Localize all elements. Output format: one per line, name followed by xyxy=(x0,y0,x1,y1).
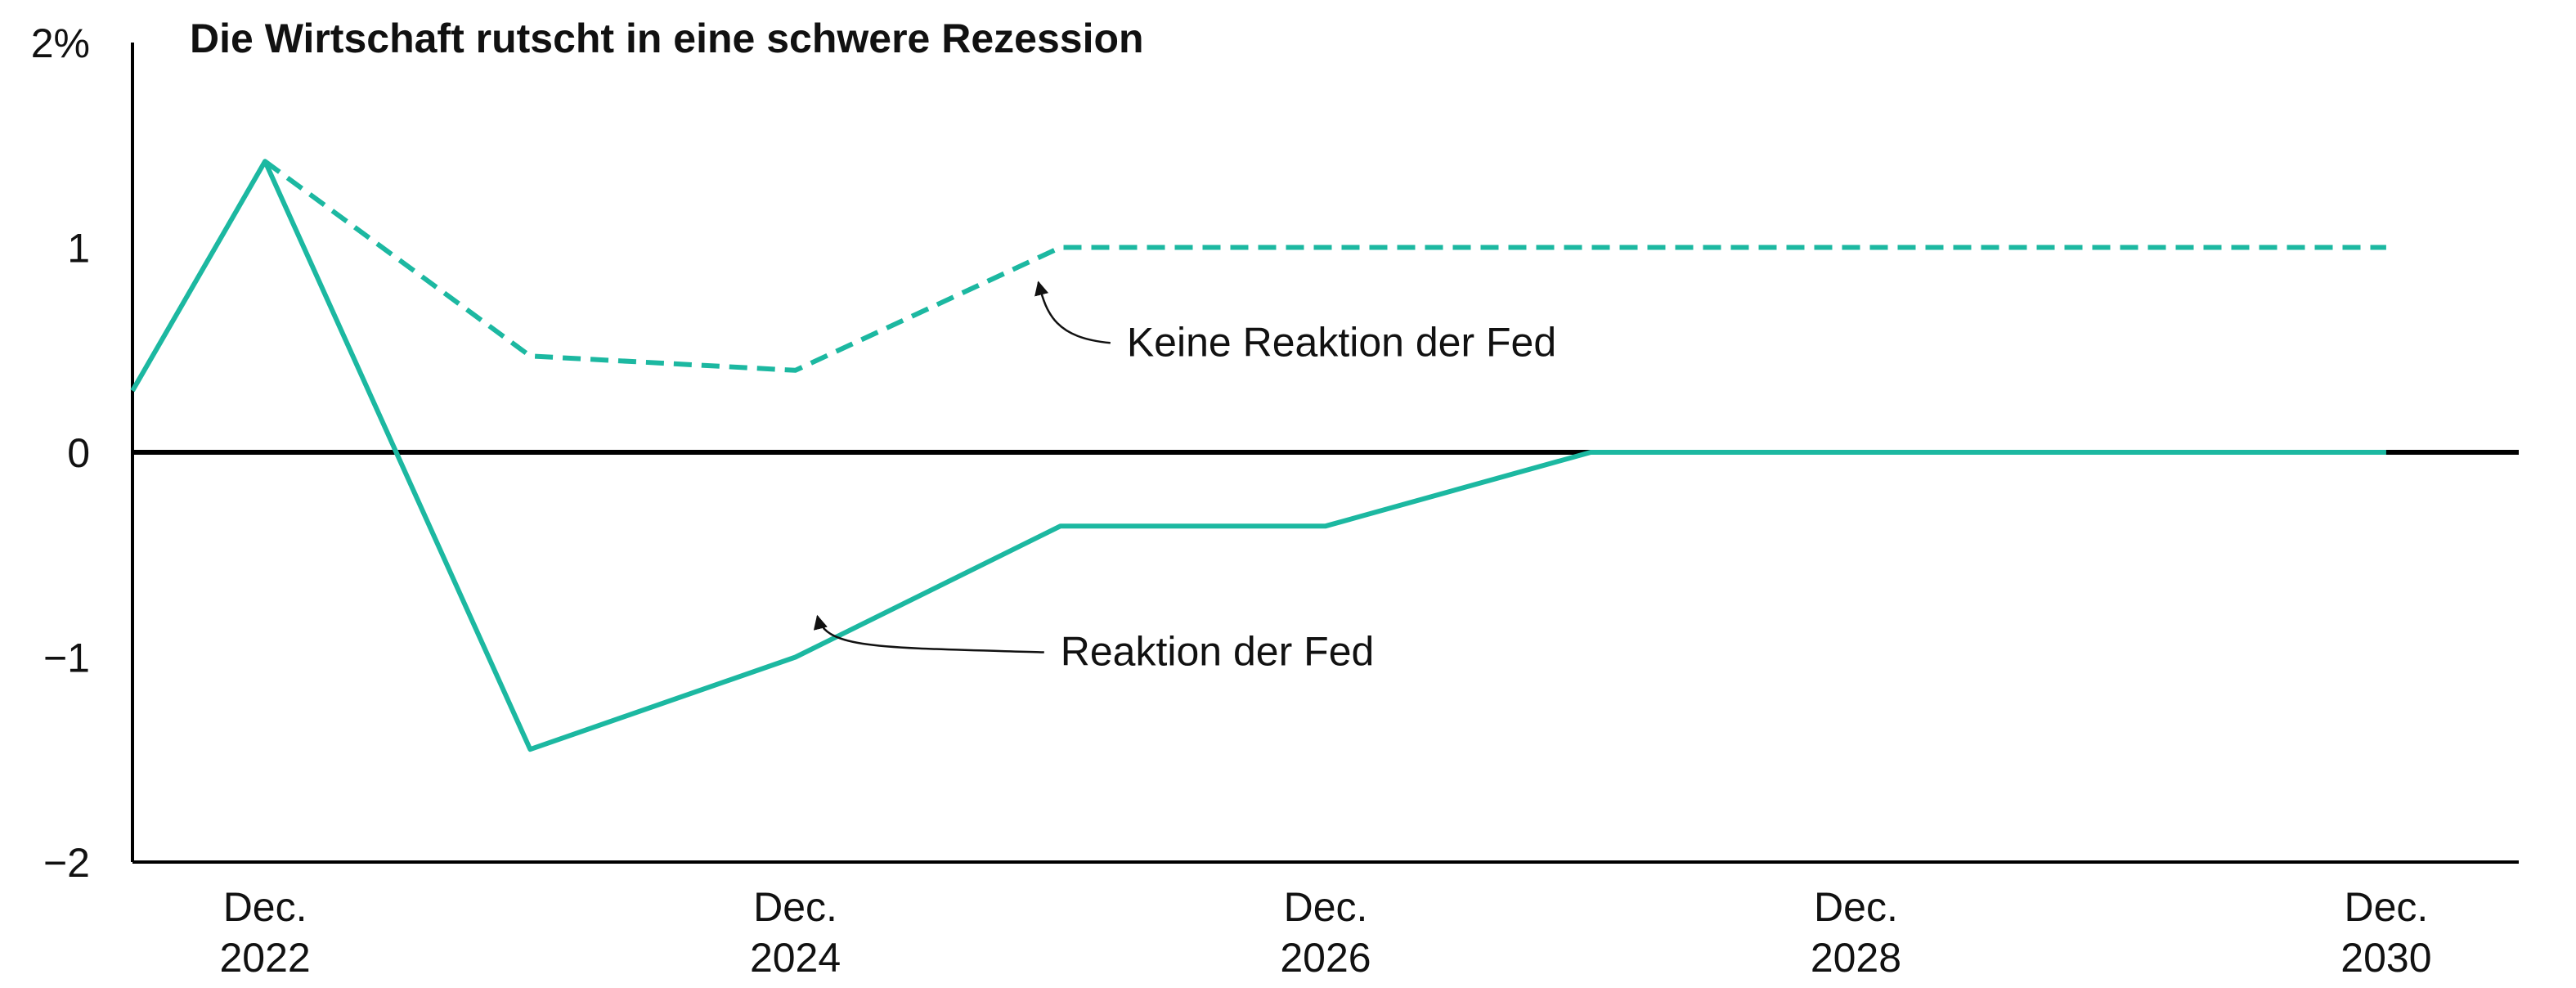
annotation-label: Keine Reaktion der Fed xyxy=(1127,319,1556,365)
y-tick-label: −1 xyxy=(43,635,90,681)
y-tick-label: 1 xyxy=(67,226,90,272)
x-tick-label-month: Dec. xyxy=(1814,884,1898,930)
y-tick-label: 0 xyxy=(67,430,90,476)
x-axis-tick-labels: Dec. 2022 Dec. 2024 Dec. 2026 Dec. 2028 Dec. 2030 xyxy=(219,884,2431,981)
series-layer xyxy=(130,159,2386,752)
series-line-fed-reaction xyxy=(130,159,2386,752)
x-tick-label-year: 2030 xyxy=(2340,935,2431,981)
annotations: Keine Reaktion der Fed Reaktion der Fed xyxy=(813,281,1556,675)
series-line-no-fed-reaction xyxy=(263,159,2386,373)
x-tick-label-year: 2024 xyxy=(750,935,841,981)
x-tick-label-month: Dec. xyxy=(223,884,307,930)
x-tick-label-month: Dec. xyxy=(1284,884,1368,930)
y-tick-label: 2% xyxy=(31,20,90,66)
x-tick-label-year: 2022 xyxy=(219,935,310,981)
chart-title: Die Wirtschaft rutscht in eine schwere R… xyxy=(190,16,1144,61)
annotation-label: Reaktion der Fed xyxy=(1061,629,1375,675)
y-axis-tick-labels: 2% 1 0 −1 −2 xyxy=(31,20,90,886)
x-tick-label-month: Dec. xyxy=(2344,884,2428,930)
x-tick-label-year: 2026 xyxy=(1280,935,1371,981)
y-tick-label: −2 xyxy=(43,840,90,886)
annotation-arrow xyxy=(1034,281,1111,344)
x-tick-label-year: 2028 xyxy=(1811,935,1901,981)
x-tick-label-month: Dec. xyxy=(753,884,837,930)
annotation-arrow xyxy=(813,614,1044,653)
